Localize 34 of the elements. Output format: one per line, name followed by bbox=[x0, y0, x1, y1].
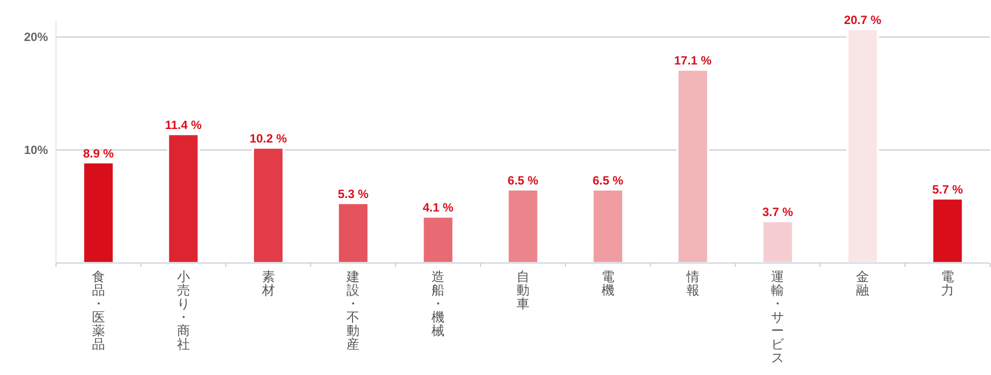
data-label: 10.2 % bbox=[250, 132, 288, 146]
bar bbox=[676, 68, 710, 264]
x-tick-label: 建設・不動産 bbox=[346, 269, 360, 352]
data-label: 5.3 % bbox=[338, 187, 369, 202]
bar bbox=[252, 146, 285, 264]
data-label: 3.7 % bbox=[762, 205, 794, 220]
bar bbox=[422, 216, 454, 264]
x-tick-label: 造船・機械 bbox=[432, 269, 445, 338]
bar bbox=[931, 198, 964, 264]
data-label: 6.5 % bbox=[592, 174, 624, 188]
x-tick-label: 情報 bbox=[685, 269, 700, 298]
data-label: 11.4 % bbox=[165, 118, 202, 132]
x-tick-label: 自動車 bbox=[516, 269, 530, 311]
bar bbox=[846, 28, 879, 264]
bar bbox=[592, 188, 624, 264]
y-tick-label: 10% bbox=[24, 142, 48, 157]
data-label: 4.1 % bbox=[422, 200, 454, 215]
x-tick-label: 運輸・サービス bbox=[771, 269, 786, 365]
data-label: 20.7 % bbox=[844, 13, 882, 28]
data-label: 8.9 % bbox=[83, 146, 114, 160]
data-label: 6.5 % bbox=[508, 174, 539, 188]
x-tick-label: 金融 bbox=[856, 269, 870, 298]
x-tick-label: 素材 bbox=[260, 269, 275, 298]
bar bbox=[506, 188, 540, 264]
data-label: 17.1 % bbox=[674, 54, 712, 68]
bar bbox=[82, 161, 115, 264]
x-tick-label: 電力 bbox=[941, 269, 954, 298]
x-tick-label: 電機 bbox=[601, 269, 614, 298]
bar bbox=[336, 202, 370, 264]
x-tick-label: 小売り・商社 bbox=[176, 269, 190, 352]
y-tick-label: 20% bbox=[24, 30, 48, 44]
data-label: 5.7 % bbox=[932, 182, 964, 197]
bar bbox=[167, 133, 200, 264]
x-tick-label: 食品・医薬品 bbox=[92, 269, 105, 352]
